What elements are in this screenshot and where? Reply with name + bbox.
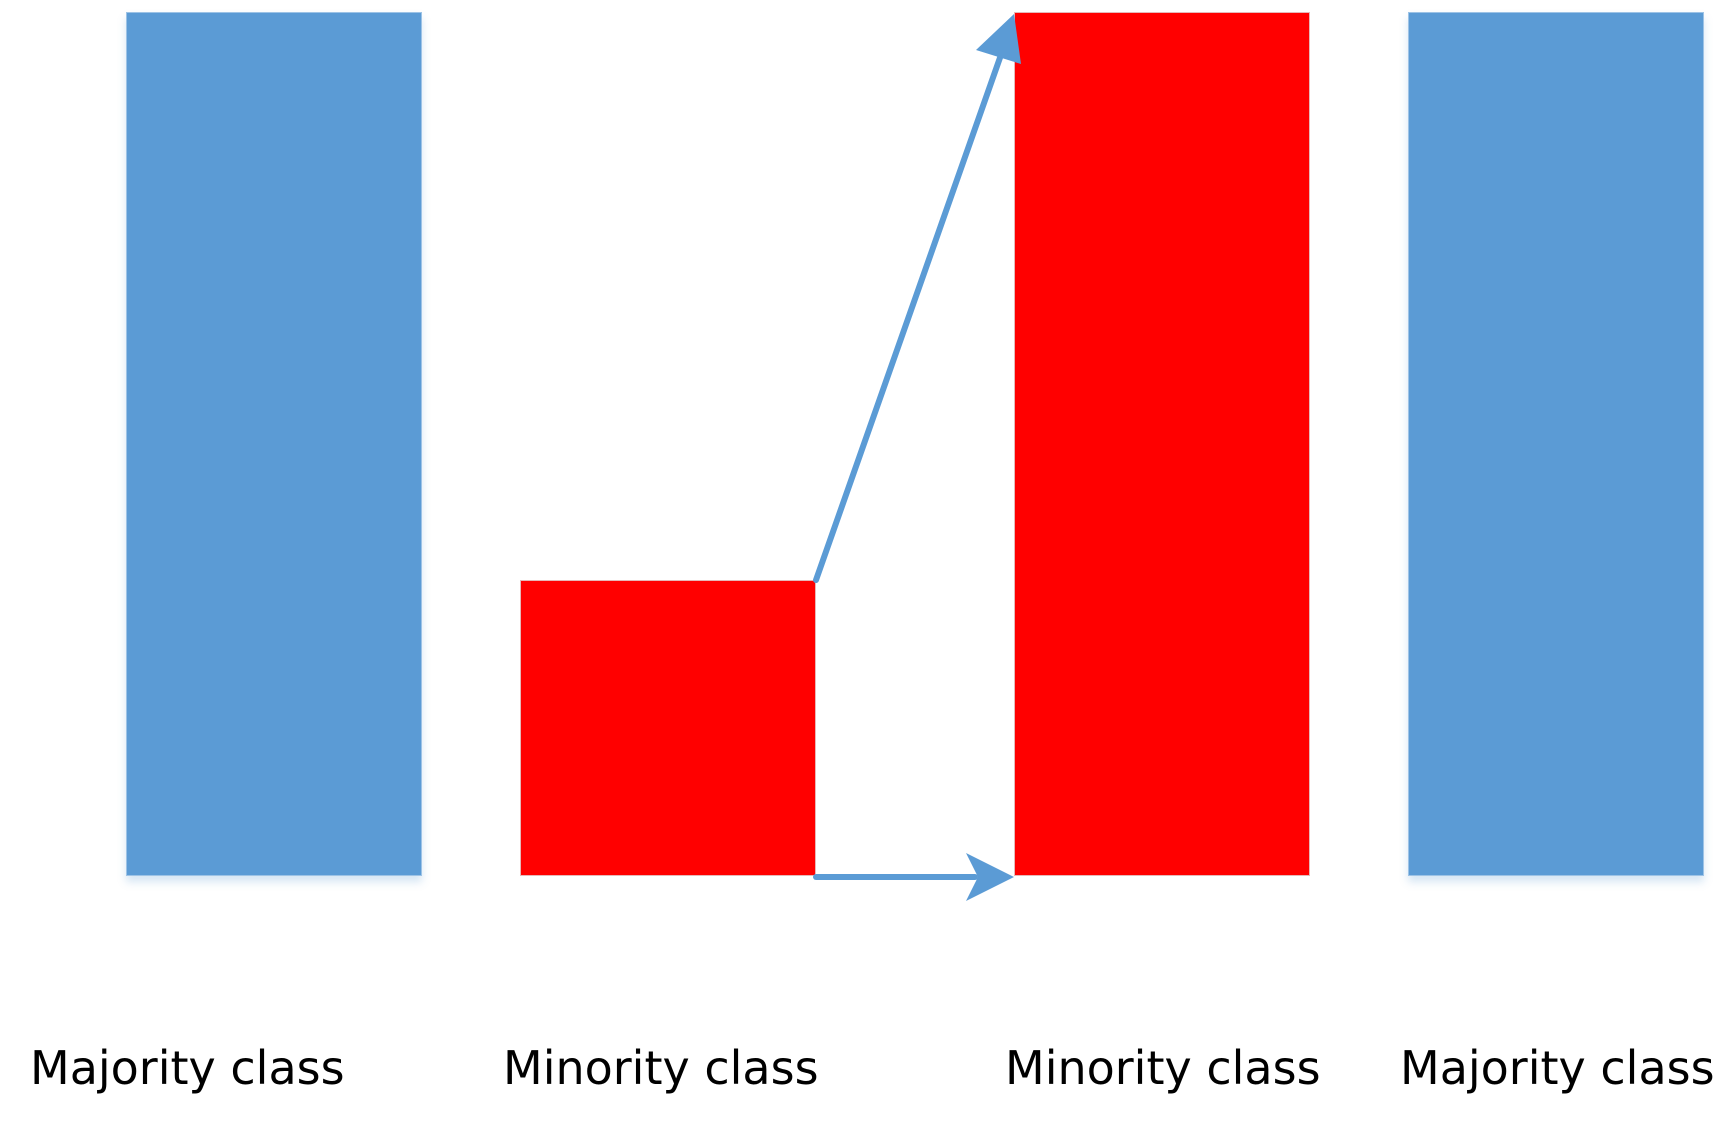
majority-bar-right [1408,12,1704,876]
minority-bar-original [520,580,816,876]
label-minority-original: Minority class [503,1041,819,1095]
majority-bar-left [126,12,422,876]
diagonal-arrow-shaft [813,49,1005,583]
horizontal-arrow-head [966,853,1014,901]
label-majority-left: Majority class [30,1041,345,1095]
label-minority-oversampled: Minority class [1005,1041,1321,1095]
diagonal-arrow [813,14,1021,583]
label-majority-right: Majority class [1400,1041,1715,1095]
horizontal-arrow [813,853,1014,901]
minority-bar-oversampled [1014,12,1310,876]
